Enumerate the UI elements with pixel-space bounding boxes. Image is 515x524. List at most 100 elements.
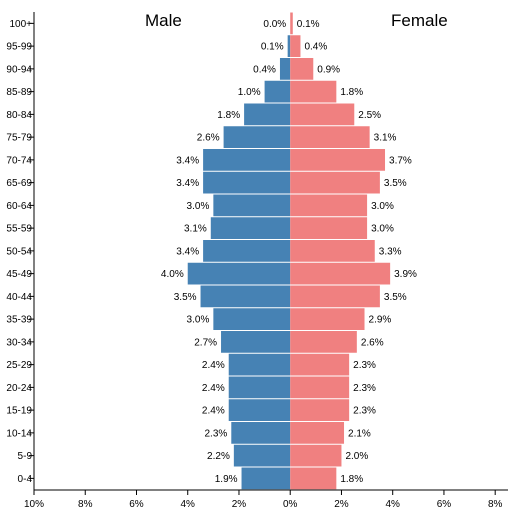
y-tick-label: 30-34 [6,337,32,348]
female-value-label: 1.8% [340,87,363,98]
male-value-label: 2.4% [202,360,225,371]
female-value-label: 0.9% [317,64,340,75]
female-value-label: 3.3% [379,246,402,257]
female-bar [290,444,342,467]
male-value-label: 2.6% [197,133,220,144]
female-bar [290,467,337,490]
male-bar [228,376,291,399]
bar-value-labels: 0.0% 0.1% 0.1% 0.4% 0.4% 0.9% 1.0% 1.8% 1.8% 2.5%… [161,19,417,485]
female-bar [290,285,380,308]
male-bar [279,58,291,80]
female-value-label: 3.9% [394,269,417,280]
legend-male-label: Male [145,11,182,30]
male-value-label: 2.2% [207,451,230,462]
female-bar [290,217,368,239]
female-value-label: 3.0% [371,224,394,235]
male-bar [203,240,291,262]
male-value-label: 3.4% [176,246,199,257]
y-tick-label: 65-69 [6,178,32,189]
x-tick-label: 6% [129,499,144,510]
female-value-label: 0.4% [304,42,327,53]
female-value-label: 3.1% [374,133,397,144]
female-bar [290,149,386,171]
male-bar [231,422,291,444]
male-bar [203,171,291,194]
male-value-label: 4.0% [161,269,184,280]
female-bar [290,240,375,262]
y-tick-label: 20-24 [6,383,32,394]
female-value-label: 2.6% [361,337,384,348]
male-value-label: 3.0% [187,201,210,212]
female-bar [290,422,345,444]
female-bar [290,308,365,330]
male-value-label: 1.9% [215,474,238,485]
female-value-label: 0.1% [297,19,320,30]
male-value-label: 3.1% [184,224,207,235]
y-tick-label: 95-99 [6,42,32,53]
y-tick-label: 80-84 [6,110,32,121]
female-bar [290,58,314,80]
y-tick-label: 100+ [9,19,32,30]
y-tick-label: 90-94 [6,64,32,75]
male-bar [244,103,291,126]
x-tick-label: 4% [385,499,400,510]
y-axis: 100+ 95-99 90-94 85-89 80-84 75-79 70-74 65-69 6… [6,12,35,490]
male-bar [241,467,291,490]
y-tick-label: 10-14 [6,428,32,439]
male-bar [213,194,291,217]
female-value-label: 2.0% [345,451,368,462]
male-bars [187,35,291,490]
y-tick-label: 35-39 [6,315,32,326]
male-bar [210,217,291,239]
female-value-label: 3.5% [384,178,407,189]
y-tick-label: 60-64 [6,201,32,212]
x-tick-label: 8% [78,499,93,510]
female-bar [290,194,368,217]
female-value-label: 2.3% [353,360,376,371]
male-bar [264,80,291,103]
y-tick-label: 5-9 [18,451,33,462]
y-tick-label: 70-74 [6,155,32,166]
female-bar [290,80,337,103]
female-value-label: 1.8% [340,474,363,485]
female-bars [290,12,391,490]
male-value-label: 1.8% [217,110,240,121]
male-bar [228,353,291,376]
y-tick-label: 40-44 [6,292,32,303]
male-value-label: 3.5% [174,292,197,303]
female-value-label: 2.9% [369,315,392,326]
female-value-label: 3.7% [389,155,412,166]
male-value-label: 3.0% [187,315,210,326]
female-bar [290,331,357,353]
male-value-label: 1.0% [238,87,261,98]
male-value-label: 2.3% [204,428,227,439]
legend: Male Female [145,11,448,30]
y-tick-label: 45-49 [6,269,32,280]
female-bar [290,376,350,399]
male-value-label: 3.4% [176,178,199,189]
male-value-label: 2.4% [202,406,225,417]
male-value-label: 3.4% [176,155,199,166]
female-bar [290,399,350,421]
male-value-label: 0.1% [261,42,284,53]
female-value-label: 3.0% [371,201,394,212]
male-bar [287,35,291,57]
y-tick-label: 75-79 [6,133,32,144]
x-tick-label: 2% [232,499,247,510]
male-value-label: 2.4% [202,383,225,394]
male-bar [221,331,291,353]
x-tick-label: 10% [24,499,44,510]
male-bar [223,126,291,148]
x-tick-label: 0% [283,499,298,510]
female-bar [290,353,350,376]
male-value-label: 0.4% [253,64,276,75]
male-bar [213,308,291,330]
y-tick-label: 25-29 [6,360,32,371]
y-tick-label: 85-89 [6,87,32,98]
female-value-label: 3.5% [384,292,407,303]
male-value-label: 0.0% [263,19,286,30]
legend-female-label: Female [391,11,448,30]
female-value-label: 2.5% [358,110,381,121]
